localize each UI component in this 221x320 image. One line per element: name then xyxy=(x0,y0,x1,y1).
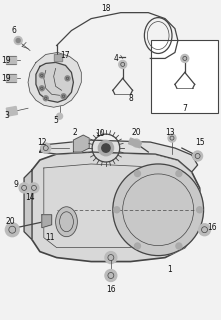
Circle shape xyxy=(176,243,182,249)
Circle shape xyxy=(16,38,20,43)
Circle shape xyxy=(57,113,63,119)
Text: 15: 15 xyxy=(195,138,204,147)
Text: 10: 10 xyxy=(95,129,105,138)
Polygon shape xyxy=(73,135,89,152)
Circle shape xyxy=(114,207,120,213)
Circle shape xyxy=(135,171,140,177)
Bar xyxy=(6,56,16,64)
Circle shape xyxy=(65,76,70,81)
Circle shape xyxy=(39,73,44,78)
Bar xyxy=(6,107,17,116)
Circle shape xyxy=(98,140,114,156)
Text: 7: 7 xyxy=(182,104,187,113)
Circle shape xyxy=(61,94,66,99)
Circle shape xyxy=(199,224,210,236)
Circle shape xyxy=(181,54,189,62)
Text: 12: 12 xyxy=(37,138,47,147)
Text: 3: 3 xyxy=(5,111,10,120)
Text: 16: 16 xyxy=(106,285,116,294)
Circle shape xyxy=(168,134,176,142)
Polygon shape xyxy=(28,52,81,107)
Polygon shape xyxy=(40,140,198,172)
Polygon shape xyxy=(32,152,202,261)
Text: 20: 20 xyxy=(132,128,141,137)
Ellipse shape xyxy=(56,207,77,237)
FancyBboxPatch shape xyxy=(151,40,218,113)
Text: 19: 19 xyxy=(2,74,11,83)
Circle shape xyxy=(113,164,204,256)
Circle shape xyxy=(176,171,182,177)
Text: 19: 19 xyxy=(2,56,11,65)
Circle shape xyxy=(29,183,39,193)
Circle shape xyxy=(119,60,127,68)
Circle shape xyxy=(5,223,19,237)
Circle shape xyxy=(135,243,140,249)
Text: 9: 9 xyxy=(14,180,19,189)
Text: 4: 4 xyxy=(113,54,118,63)
Circle shape xyxy=(39,86,44,91)
Text: 8: 8 xyxy=(128,94,133,103)
Bar xyxy=(54,54,62,61)
Circle shape xyxy=(197,207,203,213)
Polygon shape xyxy=(42,215,52,228)
Text: 5: 5 xyxy=(53,116,58,125)
Polygon shape xyxy=(24,170,32,240)
Text: 14: 14 xyxy=(25,193,35,202)
Circle shape xyxy=(41,143,51,153)
Text: 1: 1 xyxy=(168,265,172,274)
Bar xyxy=(6,74,16,82)
Text: 16: 16 xyxy=(208,223,217,232)
Circle shape xyxy=(19,183,29,193)
Circle shape xyxy=(193,151,203,161)
Polygon shape xyxy=(36,62,73,102)
Text: 18: 18 xyxy=(101,4,111,13)
Text: 6: 6 xyxy=(12,26,17,35)
Text: 20: 20 xyxy=(6,217,15,226)
Text: 13: 13 xyxy=(165,128,175,137)
Text: 11: 11 xyxy=(45,233,55,242)
Circle shape xyxy=(105,269,117,282)
Bar xyxy=(129,138,142,148)
Text: 2: 2 xyxy=(73,128,78,137)
Bar xyxy=(55,55,61,60)
Circle shape xyxy=(14,36,22,44)
Circle shape xyxy=(102,144,110,152)
Circle shape xyxy=(43,96,48,101)
Text: 17: 17 xyxy=(61,51,70,60)
Circle shape xyxy=(105,252,117,264)
Circle shape xyxy=(133,139,140,147)
